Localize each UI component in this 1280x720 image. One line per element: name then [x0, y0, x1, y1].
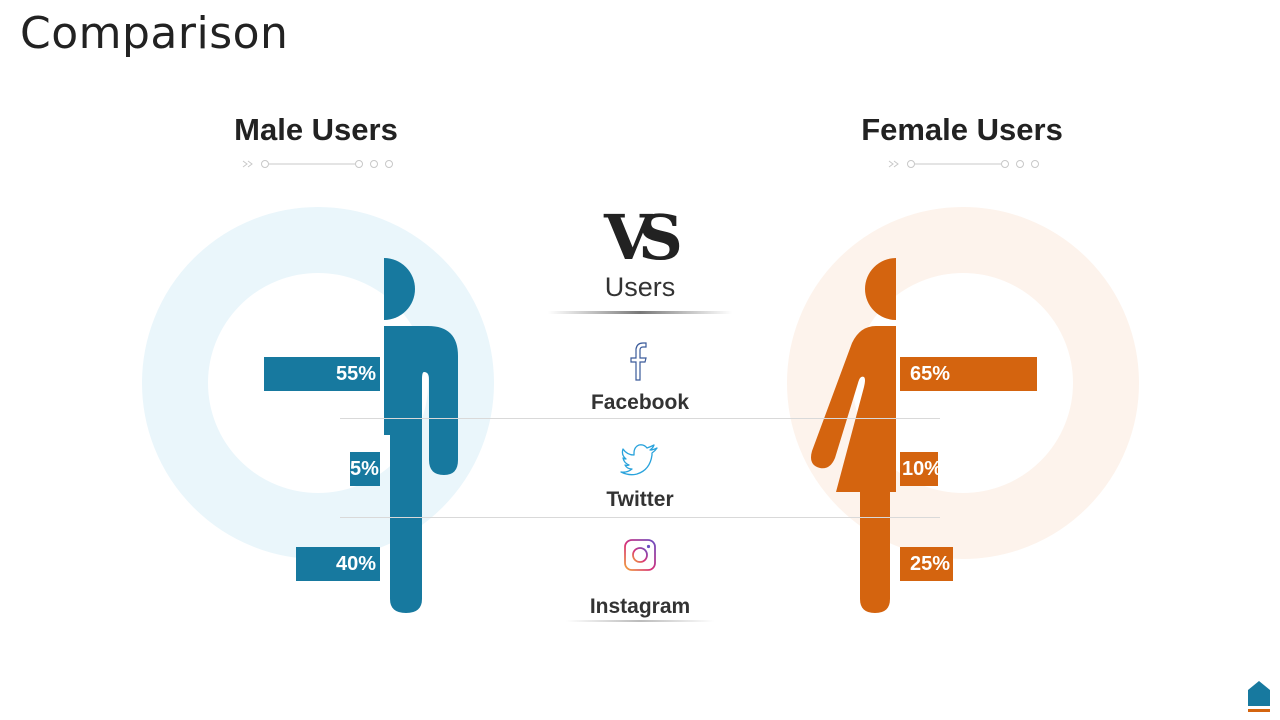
male-heading-divider: [240, 158, 400, 170]
row-separator: [340, 517, 940, 518]
male-twitter-bar: 5%: [350, 452, 380, 486]
users-title: Users: [540, 272, 740, 303]
twitter-icon: [620, 441, 660, 477]
facebook-icon: [625, 340, 655, 384]
female-facebook-bar: 65%: [900, 357, 1037, 391]
female-instagram-bar: 25%: [900, 547, 953, 581]
home-icon[interactable]: [1247, 680, 1271, 714]
users-underline: [548, 311, 732, 314]
twitter-label: Twitter: [540, 488, 740, 512]
page-title: Comparison: [20, 8, 288, 59]
facebook-label: Facebook: [540, 391, 740, 415]
instagram-icon: [622, 537, 658, 573]
male-figure-icon: [378, 255, 462, 617]
row-separator: [340, 418, 940, 419]
female-twitter-bar: 10%: [900, 452, 938, 486]
male-facebook-bar: 55%: [264, 357, 380, 391]
male-users-heading: Male Users: [166, 112, 466, 148]
instagram-underline: [566, 620, 714, 623]
female-heading-divider: [886, 158, 1046, 170]
male-instagram-bar: 40%: [296, 547, 380, 581]
female-users-heading: Female Users: [812, 112, 1112, 148]
instagram-label: Instagram: [540, 595, 740, 619]
female-figure-icon: [806, 255, 900, 617]
vs-logo: VS: [604, 206, 669, 270]
